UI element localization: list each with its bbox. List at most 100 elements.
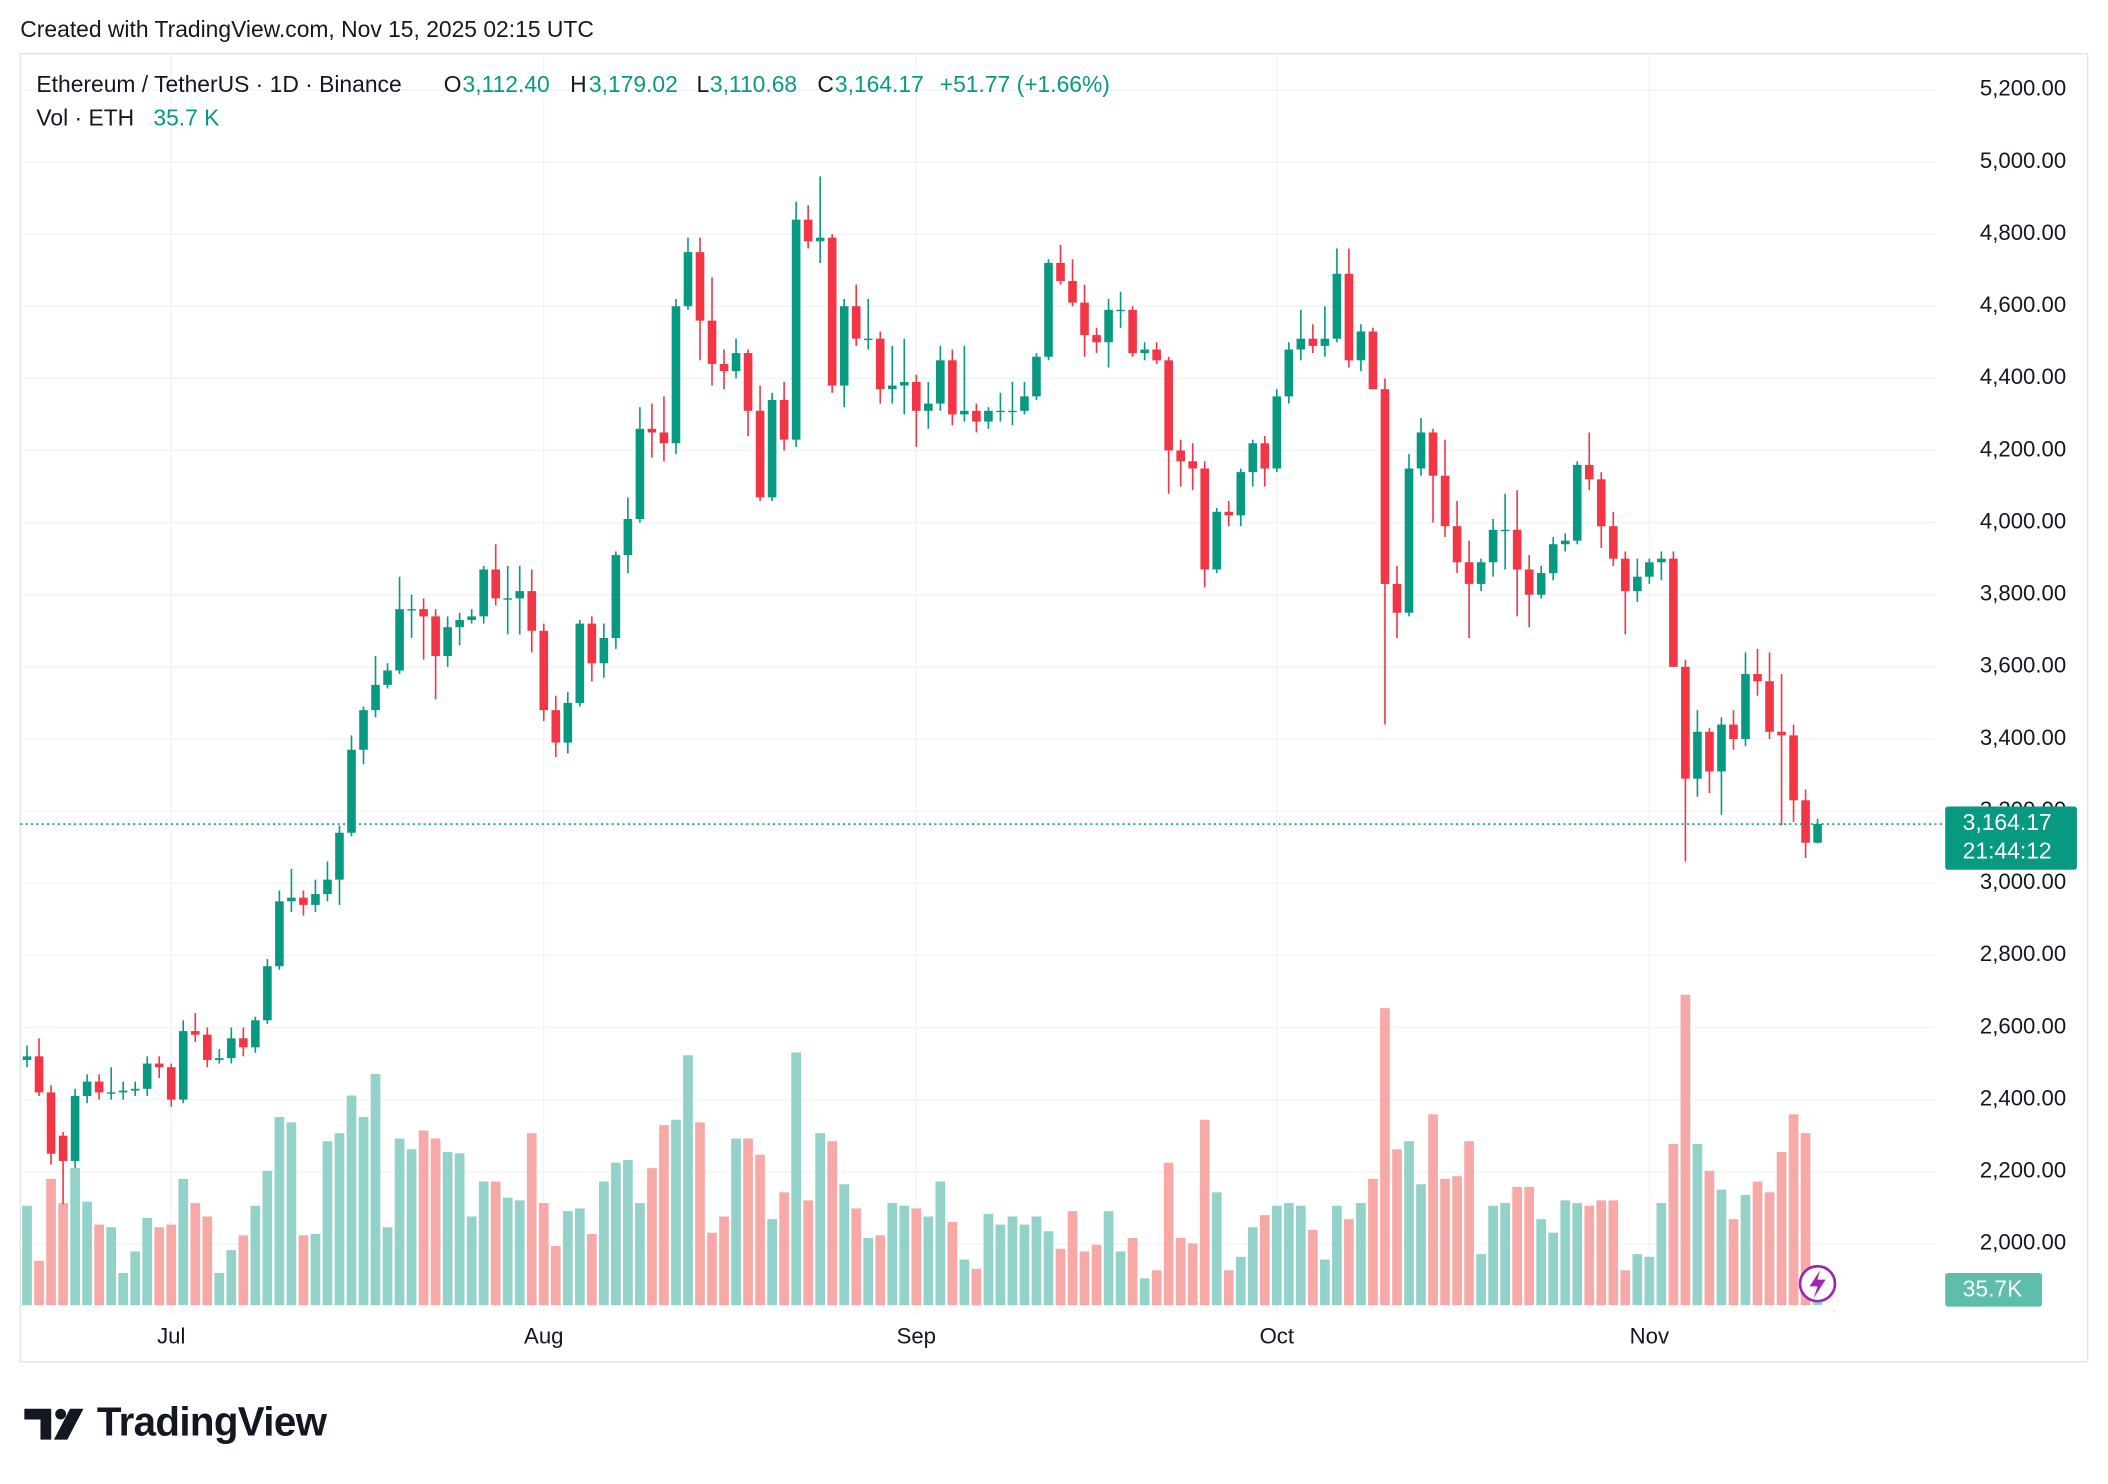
candle-body (936, 360, 945, 404)
volume-bar (430, 1138, 441, 1306)
volume-bar (1380, 1008, 1390, 1306)
volume-bar (466, 1216, 477, 1306)
last-volume-label: 35.7K (1963, 1275, 2023, 1301)
candle-body (863, 338, 873, 341)
volume-bar (695, 1122, 705, 1306)
candle-body (1368, 331, 1378, 390)
x-tick-label: Sep (897, 1323, 936, 1348)
volume-bar (1368, 1178, 1378, 1306)
volume-bar (959, 1259, 970, 1306)
y-tick-label: 3,600.00 (1980, 653, 2066, 678)
candle-body (1633, 576, 1642, 592)
candle-body (671, 306, 681, 444)
volume-bar (1572, 1203, 1583, 1306)
volume-bar (1163, 1162, 1174, 1306)
volume-bar (935, 1181, 946, 1306)
volume-bar (1115, 1251, 1126, 1306)
volume-bar (1404, 1141, 1414, 1306)
candle-body (371, 684, 380, 711)
candle-body (251, 1020, 260, 1048)
candle-body (1380, 389, 1390, 584)
legend-value: 3,164.17 (835, 71, 924, 97)
volume-bar (118, 1272, 129, 1306)
candle-body (1080, 302, 1089, 336)
volume-bar (82, 1201, 92, 1306)
candle-body (130, 1088, 140, 1091)
candle-body (1777, 731, 1786, 736)
volume-bar (599, 1181, 609, 1306)
volume-bar (538, 1203, 549, 1306)
volume-bar (1175, 1238, 1186, 1306)
legend-change: +51.77 (+1.66%) (940, 71, 1110, 97)
volume-bar (298, 1235, 309, 1306)
candle-body (1188, 461, 1197, 469)
candle-body (827, 237, 837, 386)
candle-body (1705, 731, 1714, 772)
candle-body (851, 306, 861, 339)
volume-bar (899, 1205, 910, 1306)
volume-bar (671, 1119, 681, 1306)
volume-bar (1223, 1270, 1234, 1306)
volume-legend-value: 35.7 K (153, 105, 219, 131)
volume-bar (1476, 1254, 1486, 1306)
candle-body (1729, 724, 1738, 739)
volume-bar (22, 1205, 32, 1306)
volume-bar (1728, 1219, 1739, 1306)
volume-bar (1308, 1229, 1318, 1306)
candle-body (1657, 558, 1666, 563)
volume-bar (1247, 1227, 1258, 1306)
volume-bar (1704, 1170, 1715, 1306)
volume-bar (1788, 1114, 1799, 1306)
volume-bar (983, 1213, 994, 1306)
candle-body (743, 353, 753, 411)
candle-body (467, 616, 476, 620)
candle-body (1621, 558, 1630, 592)
candle-body (791, 219, 801, 440)
volume-bar (1656, 1203, 1667, 1306)
candle-body (58, 1135, 68, 1161)
candle-body (1200, 468, 1210, 570)
volume-bar (358, 1117, 369, 1306)
candle-body (239, 1038, 248, 1048)
volume-bar (1139, 1278, 1150, 1306)
volume-bar (1332, 1205, 1342, 1306)
volume-bar (1235, 1256, 1246, 1306)
candle-body (82, 1081, 92, 1097)
volume-bar (1428, 1114, 1438, 1306)
logo-icon (24, 1408, 84, 1440)
volume-bar (1632, 1254, 1643, 1306)
candle-body (1236, 472, 1246, 516)
candle-body (275, 901, 284, 967)
legend-key: O (444, 71, 462, 97)
volume-bar (1259, 1215, 1270, 1306)
volume-bar (1127, 1238, 1138, 1306)
volume-bar (310, 1233, 321, 1306)
volume-bar (1344, 1219, 1354, 1306)
candle-body (587, 623, 597, 664)
last-price-label: 3,164.17 (1963, 809, 2052, 835)
candle-body (479, 569, 488, 617)
candle-body (803, 219, 813, 242)
candle-body (1801, 800, 1810, 843)
candle-body (1560, 540, 1570, 545)
volume-bar (647, 1168, 657, 1306)
candle-body (1116, 309, 1125, 312)
candle-body (46, 1092, 56, 1154)
candle-body (779, 399, 789, 440)
candle-body (972, 410, 981, 422)
candle-body (1548, 544, 1558, 574)
x-tick-label: Aug (524, 1323, 563, 1348)
candle-body (1164, 360, 1173, 451)
volume-bar (154, 1227, 165, 1306)
candle-body (94, 1081, 104, 1093)
candle-body (1741, 674, 1750, 739)
candle-body (1320, 338, 1330, 346)
volume-bar (250, 1205, 261, 1306)
candle-body (1296, 338, 1306, 350)
volume-bar (226, 1250, 237, 1306)
candle-body (503, 598, 513, 600)
candle-body (1056, 262, 1065, 281)
volume-bar (1692, 1143, 1703, 1306)
volume-bar (1452, 1176, 1462, 1306)
